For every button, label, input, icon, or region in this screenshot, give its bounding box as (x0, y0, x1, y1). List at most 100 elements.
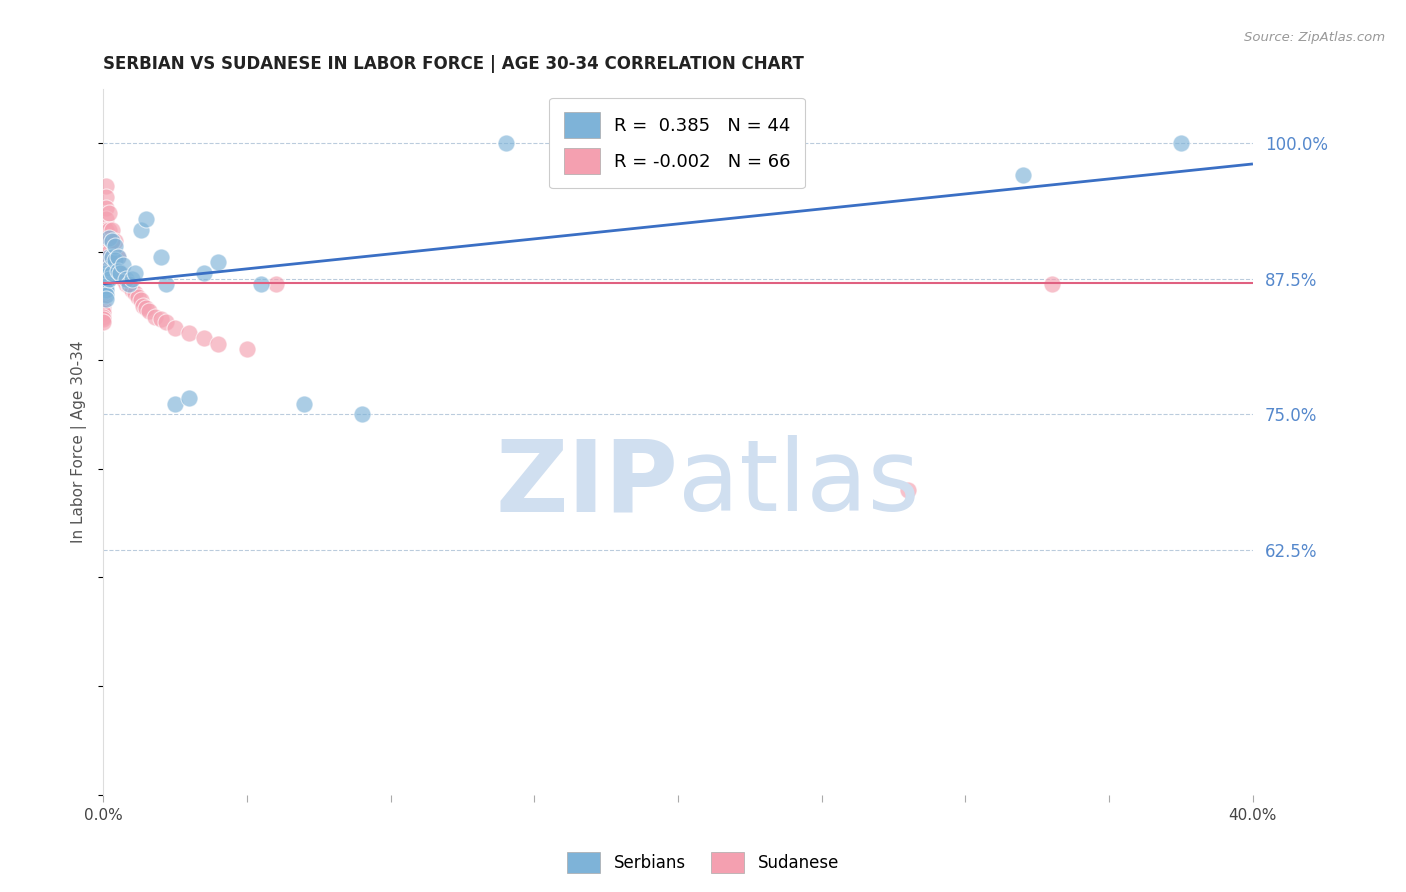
Point (91, 293, 114, 308)
Point (1040, 277, 1063, 291)
Point (91, 285, 114, 300)
Point (94, 288, 117, 302)
Point (101, 223, 124, 237)
Text: ZIP: ZIP (495, 435, 678, 533)
Point (124, 266, 146, 280)
Point (91, 270, 114, 285)
Point (124, 285, 146, 300)
Point (97, 260, 120, 275)
Point (143, 310, 166, 324)
Point (135, 301, 157, 315)
Point (155, 315, 177, 329)
Point (104, 234, 127, 248)
Point (91, 277, 114, 291)
Point (97, 271, 120, 285)
Text: Source: ZipAtlas.com: Source: ZipAtlas.com (1244, 31, 1385, 45)
Point (94, 255, 117, 269)
Point (101, 250, 124, 264)
Point (179, 391, 201, 405)
Point (97, 255, 120, 269)
Point (107, 264, 129, 278)
Legend: R =  0.385   N = 44, R = -0.002   N = 66: R = 0.385 N = 44, R = -0.002 N = 66 (550, 97, 806, 188)
Point (91, 296, 114, 310)
Point (94, 244, 117, 259)
Point (94, 293, 117, 307)
Point (101, 266, 124, 280)
Point (104, 250, 127, 264)
Point (104, 253, 127, 268)
Point (94, 231, 117, 245)
Point (107, 264, 129, 278)
Point (94, 266, 117, 280)
Point (94, 239, 117, 253)
Point (97, 250, 120, 264)
Point (91, 299, 114, 313)
Point (897, 483, 920, 498)
Point (94, 223, 117, 237)
Point (94, 266, 117, 280)
Point (91, 275, 114, 289)
Point (121, 283, 143, 297)
Point (207, 336, 229, 351)
Point (94, 279, 117, 293)
Point (91, 311, 114, 326)
Point (110, 266, 132, 280)
Point (94, 283, 117, 297)
Point (155, 277, 177, 291)
Point (118, 279, 141, 293)
Point (94, 211, 117, 226)
Text: SERBIAN VS SUDANESE IN LABOR FORCE | AGE 30-34 CORRELATION CHART: SERBIAN VS SUDANESE IN LABOR FORCE | AGE… (103, 55, 804, 73)
Point (94, 275, 117, 289)
Legend: Serbians, Sudanese: Serbians, Sudanese (561, 846, 845, 880)
Point (94, 190, 117, 204)
Point (94, 250, 117, 264)
Point (236, 343, 259, 357)
Point (91, 301, 114, 315)
Point (294, 396, 316, 410)
Point (91, 306, 114, 320)
Y-axis label: In Labor Force | Age 30-34: In Labor Force | Age 30-34 (72, 341, 87, 543)
Point (193, 331, 215, 345)
Point (97, 231, 120, 245)
Point (94, 201, 117, 215)
Point (91, 273, 114, 287)
Point (91, 271, 114, 285)
Point (112, 258, 135, 272)
Point (350, 408, 373, 422)
Point (91, 279, 114, 293)
Point (91, 283, 114, 297)
Text: atlas: atlas (678, 435, 920, 533)
Point (264, 277, 287, 291)
Point (101, 234, 124, 248)
Point (101, 250, 124, 264)
Point (91, 271, 114, 285)
Point (94, 269, 117, 284)
Point (91, 288, 114, 302)
Point (138, 304, 160, 318)
Point (132, 299, 155, 313)
Point (97, 234, 120, 248)
Point (129, 223, 152, 237)
Point (149, 250, 172, 264)
Point (91, 279, 114, 293)
Point (179, 326, 201, 340)
Point (97, 266, 120, 280)
Point (121, 271, 143, 285)
Point (207, 255, 229, 269)
Point (149, 311, 172, 326)
Point (91, 290, 114, 304)
Point (91, 268, 114, 283)
Point (127, 290, 149, 304)
Point (91, 315, 114, 329)
Point (110, 266, 132, 280)
Point (107, 250, 129, 264)
Point (91, 277, 114, 291)
Point (135, 211, 157, 226)
Point (91, 281, 114, 295)
Point (104, 239, 127, 253)
Point (94, 179, 117, 194)
Point (1170, 136, 1192, 150)
Point (91, 304, 114, 318)
Point (101, 234, 124, 248)
Point (118, 277, 141, 291)
